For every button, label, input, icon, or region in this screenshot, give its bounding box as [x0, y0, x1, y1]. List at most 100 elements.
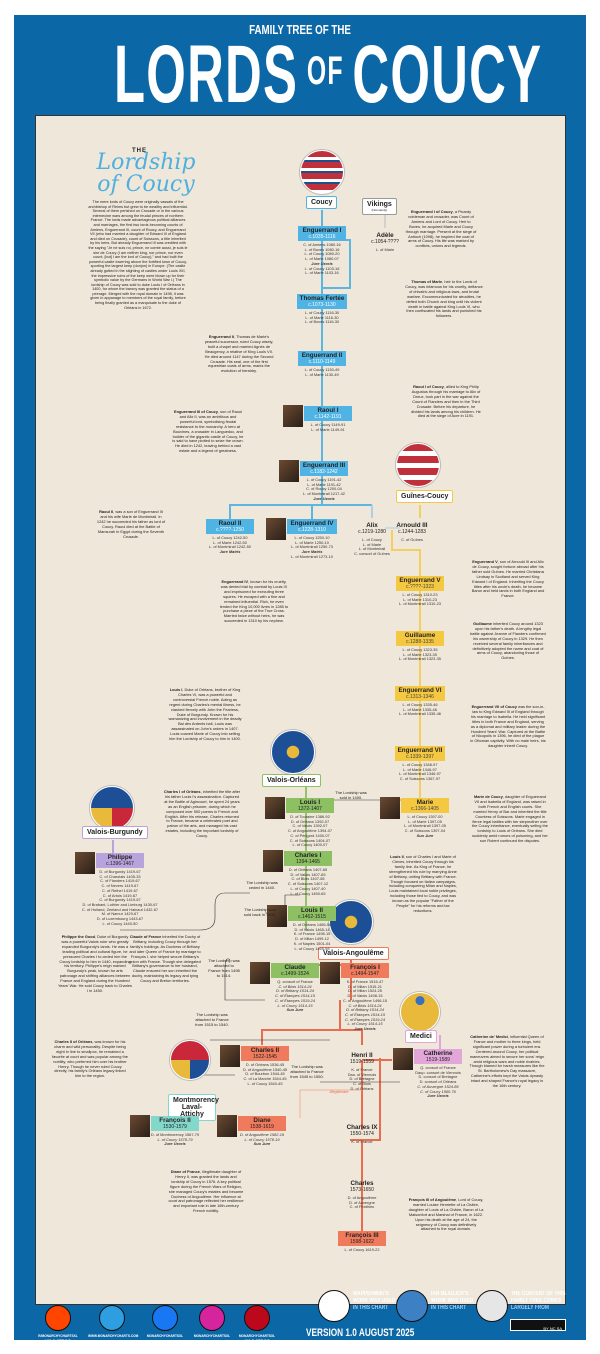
person-arnould[interactable]: Arnould III c.1244-1283 C. of Guînes: [367, 520, 457, 543]
title-entry: L. of Marle 1250-10: [295, 539, 329, 545]
person-guillaume[interactable]: Guillaume c.1288-1335 L. of Coucy 1323-35 L…: [375, 630, 465, 662]
person-charlesang[interactable]: Charles 1573-1650 D. of Angoulême D. of Auv…: [317, 1178, 407, 1210]
description-lead: Raoul II: [99, 509, 114, 514]
social-label[interactable]: WWW.MONARCHYCHARTS.COM: [88, 1333, 139, 1338]
version-label: VERSION 1.0 AUGUST 2025: [306, 1327, 415, 1339]
person-raoul2[interactable]: Raoul II c.????-1250 L. of Coucy 1242-50 L.…: [185, 518, 275, 555]
reddit-icon[interactable]: [45, 1305, 71, 1331]
person-name: Raoul I: [317, 407, 339, 414]
person-charles2[interactable]: Charles II 1522-1545 D. of Orléans 1536-45…: [220, 1045, 310, 1087]
person-francois3[interactable]: François III 1598-1622 L. of Coucy 1619-22: [317, 1230, 407, 1253]
person-name: Henri II: [351, 1052, 373, 1059]
titles-list: L. of Coucy 1149-91 L. of Marle 1149-91: [283, 422, 373, 432]
person-card: Thomas Fertée c.1073-1130: [296, 293, 348, 311]
person-name: Enguerrand V: [399, 577, 441, 584]
person-dates: c.1142-1191: [314, 414, 342, 420]
title-entry: Jure Matris: [301, 549, 323, 555]
title-entry: C. of Soissons 1367-97: [399, 776, 441, 782]
title-entry: C. of Artois 1419-67: [102, 892, 138, 898]
person-dates: 1394-1465: [296, 859, 320, 865]
title-entry: Suo Jure: [286, 1007, 304, 1013]
person-philippe[interactable]: Philippe c.1396-1467 D. of Burgundy 1419-6…: [75, 852, 165, 926]
person-name: Adèle: [376, 232, 394, 239]
house-name: Valois-Orléans: [267, 777, 316, 784]
person-diane[interactable]: Diane 1538-1619 D. of Angoulême 1582-19 L. …: [217, 1115, 307, 1147]
person-eng7[interactable]: Enguerrand VII c.1339-1397 L. of Coucy 134…: [375, 745, 465, 782]
description-lead: Claude of France: [129, 934, 162, 939]
person-marie[interactable]: Marie c.1366-1405 L. of Coucy 1397-00 L. of…: [380, 797, 470, 839]
description-catherine: Catherine de' Medici, influential Queen …: [468, 1034, 546, 1089]
person-name: François II: [159, 1117, 191, 1124]
title-entry: K. of France: [351, 1067, 373, 1072]
title-entry: L. of Coucy 1578-79: [157, 1136, 193, 1142]
person-claude[interactable]: Claude c.1499-1524 Q. consort of France C. …: [250, 962, 340, 1013]
facebook-icon[interactable]: [152, 1305, 178, 1331]
title-entry: Jure Uxoris: [164, 1141, 186, 1147]
title-entry: C. of Blois 1407-65: [291, 876, 325, 882]
instagram-icon[interactable]: [199, 1305, 225, 1331]
pinterest-icon[interactable]: [244, 1305, 270, 1331]
wappenwiki-icon: [318, 1290, 350, 1322]
person-name: Thomas Fertée: [299, 295, 345, 302]
house-label-coucy: Coucy: [306, 196, 338, 209]
title-entry: C. of Périgord 1400-07: [290, 832, 330, 838]
person-eng3[interactable]: Enguerrand III c.1182-1242 L. of Coucy 119…: [278, 460, 369, 502]
person-louis2[interactable]: Louis II c.1462-1515 D. of Orléans 1465-98…: [267, 905, 357, 951]
portrait-image: [265, 797, 285, 819]
person-adele[interactable]: Adèle c.1054-???? L. of Marle: [340, 230, 430, 253]
description-lead: Enguerrand V: [472, 559, 498, 564]
title-entry: L. of Marle 1242-50: [213, 539, 247, 545]
description-lead: François III of Angoulême: [408, 1197, 457, 1202]
description-philippe: Philippe the Good, Duke of Burgundy was …: [58, 934, 132, 994]
person-eng4[interactable]: Enguerrand IV c.1228-1310 L. of Coucy 1250…: [266, 518, 357, 560]
social-label[interactable]: MONARCHYCHARTSXL: [146, 1333, 184, 1338]
person-catherine[interactable]: Catherine 1519-1589 Q. consort of France Da…: [393, 1048, 483, 1099]
title-entry: K. of France: [351, 1139, 373, 1144]
person-name: Enguerrand I: [302, 227, 342, 234]
person-charles1[interactable]: Charles I 1394-1465 D. of Orléans 1407-65 D…: [263, 850, 353, 896]
person-card: Enguerrand VI c.1313-1346: [395, 685, 445, 703]
title-entry: C. consort of Guînes: [354, 551, 390, 557]
credit-text: WORK WAS USED: [431, 1298, 474, 1304]
name-box: Catherine 1519-1589: [414, 1049, 462, 1064]
social-label[interactable]: MONARCHYCHARTSXL: [193, 1333, 231, 1338]
description-text: , known for his cruelty, was denied tria…: [219, 579, 289, 624]
name-box: Raoul II c.????-1250: [206, 519, 254, 534]
title-entry: C. of Ponthieu: [349, 1204, 375, 1210]
titles-list: D. of Orléans 1465-98 D. of Valois 1465-1…: [267, 922, 357, 951]
titles-list: L. of Coucy 1310-23 L. of Marle 1310-23 L.…: [375, 592, 465, 607]
description-text: , illegitimate daughter of Henry II, was…: [168, 1169, 244, 1214]
house-label-burgundy: Valois-Burgundy: [82, 826, 148, 839]
person-card: Diane 1538-1619: [217, 1115, 286, 1137]
description-text: , was a son of Enguerrand III and his wi…: [96, 509, 166, 539]
person-henri2[interactable]: Henri II 1519-1559 K. of France Dau. of Vie…: [317, 1050, 407, 1092]
person-eng2[interactable]: Enguerrand II c.1110-1149 L. of Coucy 1130…: [277, 350, 367, 377]
title-entry: D. of Angoulême 1582-19: [239, 1132, 285, 1137]
person-eng6[interactable]: Enguerrand VI c.1313-1346 L. of Coucy 1335…: [375, 685, 465, 717]
title-entry: D. of Valois 1498-15: [347, 993, 383, 999]
titles-list: L. of Coucy 1619-22: [317, 1247, 407, 1253]
person-francois2[interactable]: François II 1530-1579 D. of Montmorency 15…: [130, 1115, 220, 1147]
person-dates: 1598-1622: [350, 1239, 374, 1245]
person-dates: c.1110-1149: [308, 359, 336, 365]
title-entry: L. of Coucy 1514-15: [277, 1002, 313, 1008]
person-thomas[interactable]: Thomas Fertée c.1073-1130 L. of Coucy 1116…: [277, 293, 367, 325]
social-label[interactable]: MONARCHYCHARTSXL @M_F_GERVAIS: [238, 1333, 276, 1343]
name-box: Claude c.1499-1524: [271, 963, 319, 978]
person-louis1[interactable]: Louis I 1372-1407 D. of Touraine 1386-92 D.…: [265, 797, 355, 848]
person-charles9[interactable]: Charles IX 1550-1574 K. of France: [317, 1122, 407, 1145]
web-icon[interactable]: [99, 1305, 125, 1331]
poster-supertitle: FAMILY TREE OF THE: [249, 22, 351, 37]
person-alix[interactable]: Alix c.1219-1280 L. of Coucy L. of Marle L. …: [327, 520, 417, 557]
person-name: Enguerrand VI: [398, 687, 442, 694]
title-entry: D. of Orléans 1407-65: [288, 867, 328, 872]
lordship-note: The Lordship was ceded in 1440.: [246, 880, 278, 890]
title-entry: L. of Coucy 1514-15: [347, 1021, 383, 1027]
social-label[interactable]: R/MONARCHYCHARTSXL U/M_F_GERVAIS: [38, 1333, 78, 1343]
titles-list: L. of Coucy 1250-10 L. of Marle 1250-10 L.…: [267, 535, 357, 560]
